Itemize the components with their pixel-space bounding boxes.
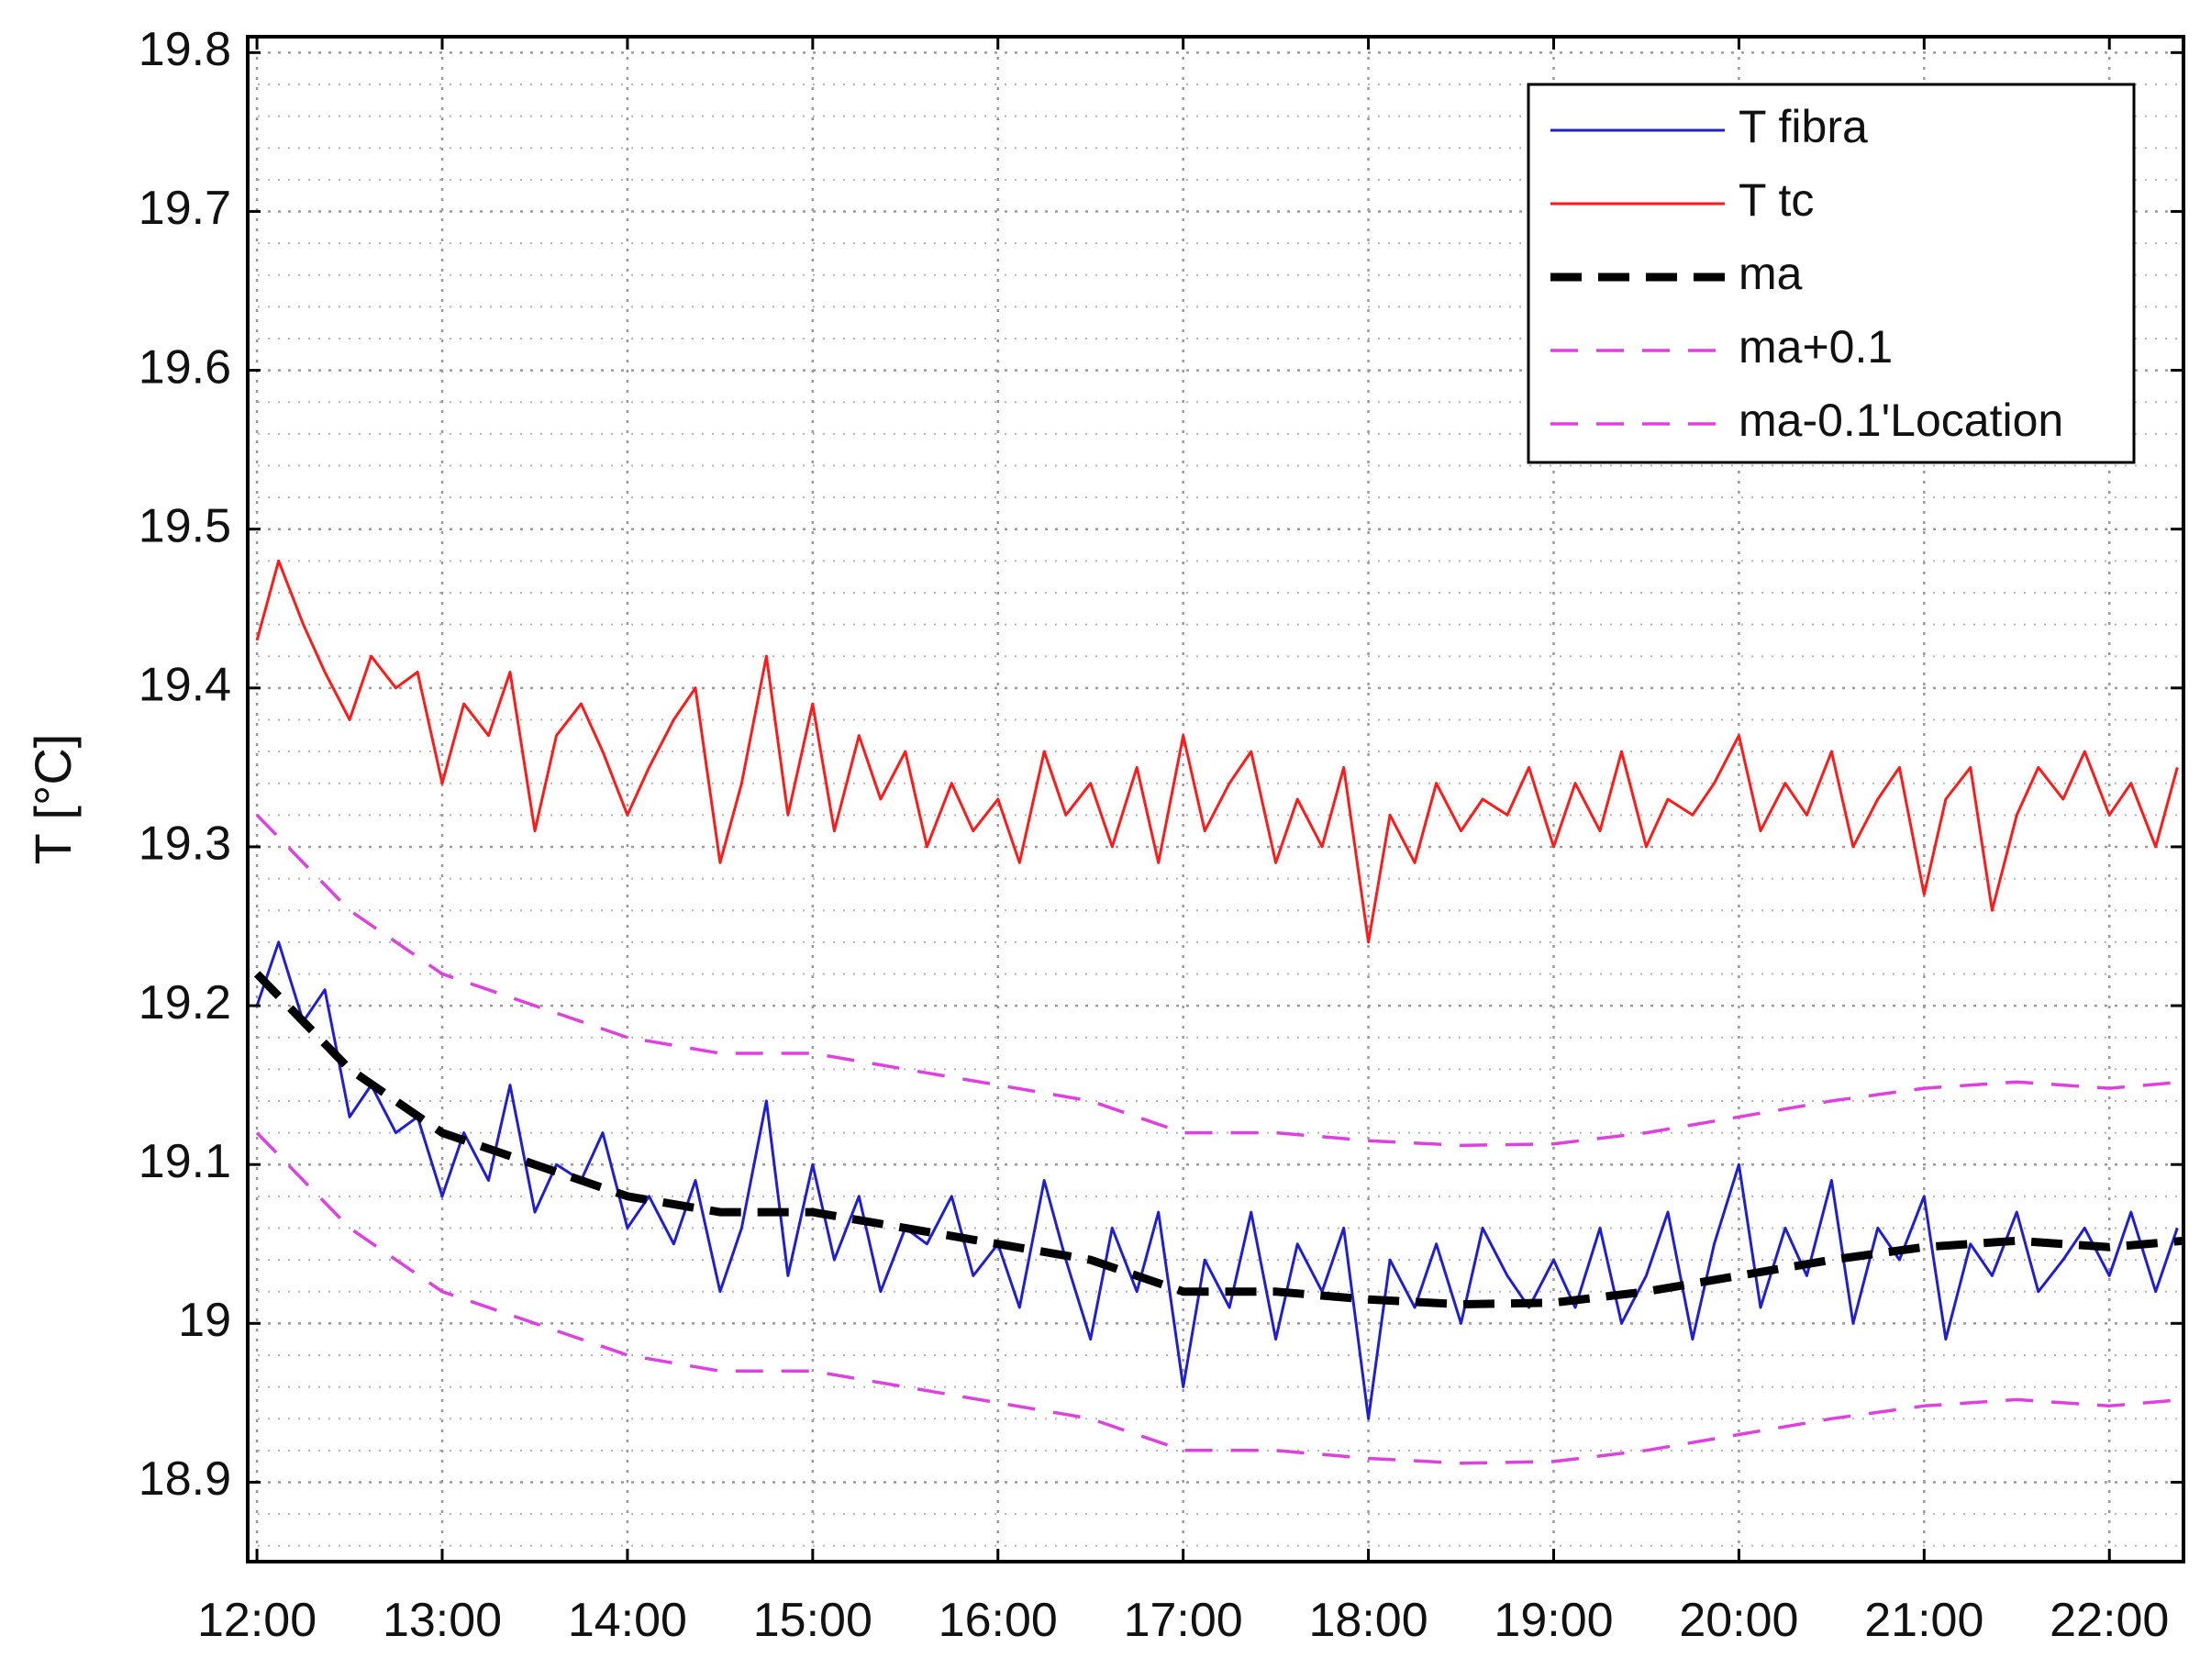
y-tick-label: 19.8: [139, 23, 231, 76]
x-tick-label: 13:00: [383, 1594, 502, 1647]
series-line-t-tc-1: [255, 559, 2179, 944]
legend: T fibra T tc ma ma+0.1 ma-0.1'Location: [1527, 83, 2136, 464]
legend-label: ma+0.1: [1739, 321, 1893, 373]
x-tick-label: 19:00: [1494, 1594, 1613, 1647]
x-tick-label: 16:00: [939, 1594, 1058, 1647]
y-tick-label: 19.3: [139, 818, 231, 871]
legend-items: T fibra T tc ma ma+0.1 ma-0.1'Location: [1550, 101, 2063, 446]
legend-label: ma-0.1'Location: [1739, 395, 2063, 446]
series-line-ma-band-3: [255, 814, 2184, 1148]
x-tick-label: 14:00: [568, 1594, 687, 1647]
legend-label: T tc: [1739, 174, 1814, 226]
legend-label: ma: [1739, 248, 1803, 299]
y-tick-label: 19.2: [139, 976, 231, 1029]
x-tick-label: 15:00: [753, 1594, 872, 1647]
x-tick-label: 20:00: [1679, 1594, 1798, 1647]
y-tick-label: 19.5: [139, 499, 231, 552]
y-tick-label: 19.4: [139, 659, 231, 712]
y-tick-label: 19.6: [139, 340, 231, 394]
series-line-ma-2: [253, 971, 2184, 1308]
plot-lines: [253, 559, 2184, 1465]
y-tick-label: 19: [178, 1294, 231, 1347]
legend-label: T fibra: [1739, 101, 1868, 152]
x-tick-label: 12:00: [197, 1594, 317, 1647]
x-tick-label: 21:00: [1864, 1594, 1983, 1647]
plot-frame: [246, 35, 2185, 1563]
y-tick-label: 19.7: [139, 182, 231, 235]
y-tick-label: 19.1: [139, 1135, 231, 1188]
x-tick-label: 17:00: [1124, 1594, 1243, 1647]
y-axis-label: T [°C]: [24, 734, 82, 865]
x-tick-label: 22:00: [2050, 1594, 2169, 1647]
series-line-ma-band-4: [255, 1131, 2184, 1465]
axis-ticks: 18.9 19 19.1 19.2 19.3 19.4 19.5 19.6 19.7 19.8 12…: [139, 23, 2183, 1647]
y-tick-label: 18.9: [139, 1452, 231, 1506]
x-tick-label: 18:00: [1309, 1594, 1428, 1647]
